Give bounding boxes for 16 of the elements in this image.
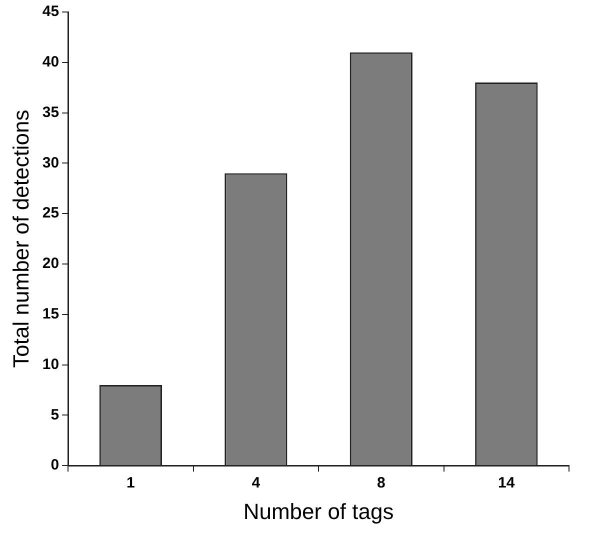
y-tick-label: 15 xyxy=(42,306,60,323)
x-tick-label: 1 xyxy=(126,474,135,492)
y-tick-label: 20 xyxy=(42,255,60,272)
x-tick-label: 4 xyxy=(252,474,261,492)
y-tick-label: 25 xyxy=(42,204,60,222)
y-tick-label: 5 xyxy=(50,406,60,424)
y-tick-label: 45 xyxy=(42,3,60,20)
y-tick-label: 30 xyxy=(42,154,60,172)
y-axis-title: Total number of detections xyxy=(8,110,34,368)
y-tick-label: 0 xyxy=(50,456,60,474)
x-tick-label: 14 xyxy=(498,474,516,492)
y-tick-label: 35 xyxy=(42,104,60,121)
x-axis-title: Number of tags xyxy=(243,498,394,524)
y-tick-label: 10 xyxy=(42,356,60,373)
y-tick-label: 40 xyxy=(42,54,60,71)
x-tick-label: 8 xyxy=(376,474,386,492)
